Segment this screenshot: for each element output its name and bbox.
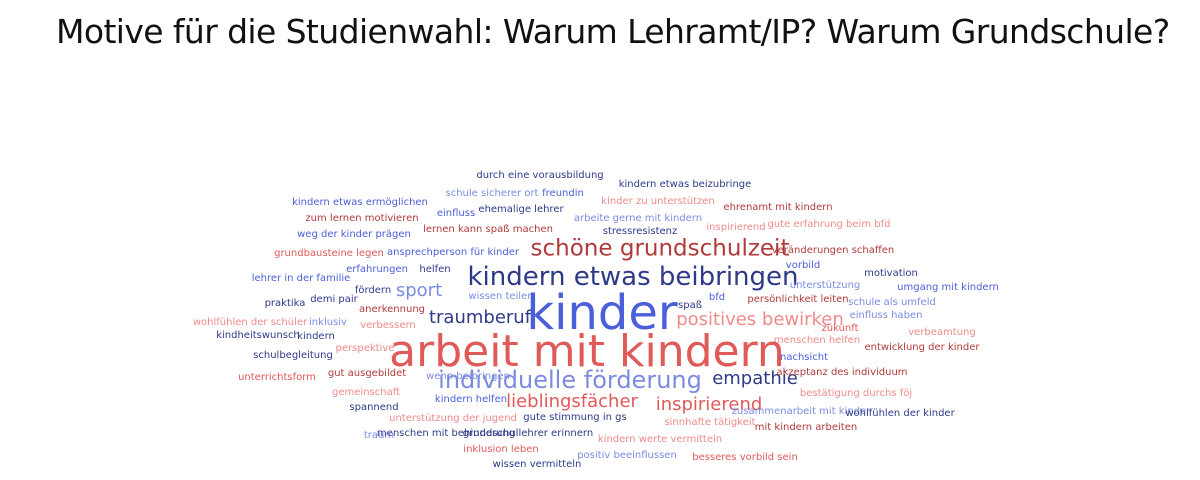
cloud-word: persönlichkeit leiten <box>747 294 849 305</box>
cloud-word: wenn beibringen <box>426 371 510 382</box>
cloud-word: unterrichtsform <box>238 372 316 383</box>
cloud-word: lernen kann spaß machen <box>423 224 553 235</box>
cloud-word: ehrenamt mit kindern <box>723 202 833 213</box>
cloud-word: sport <box>395 280 443 301</box>
cloud-word: akzeptanz des individuum <box>776 367 908 378</box>
cloud-word: zukunft <box>821 323 859 334</box>
slide-title: Motive für die Studienwahl: Warum Lehram… <box>56 12 1170 51</box>
cloud-word: stressresistenz <box>602 226 678 237</box>
cloud-word: schulbegleitung <box>253 350 333 361</box>
cloud-word: wohlfühlen der kinder <box>845 408 955 419</box>
cloud-word: einfluss haben <box>849 310 923 321</box>
cloud-word: weg der kinder prägen <box>297 229 411 240</box>
cloud-word: traum <box>363 430 395 441</box>
cloud-word: ehemalige lehrer <box>478 204 564 215</box>
cloud-word: sinnhafte tätigkeit <box>664 417 756 428</box>
cloud-word: kindern etwas beibringen <box>467 262 799 292</box>
cloud-word: inspirierend <box>655 394 763 415</box>
cloud-word: empathie <box>712 368 798 389</box>
cloud-word: kindern etwas beizubringe <box>618 179 752 190</box>
cloud-word: lehrer in der familie <box>251 273 351 284</box>
cloud-word: helfen <box>419 264 451 275</box>
cloud-word: menschen helfen <box>773 335 861 346</box>
cloud-word: mit kindern arbeiten <box>754 422 858 433</box>
cloud-word: wissen vermitteln <box>492 459 582 470</box>
cloud-word: besseres vorbild sein <box>692 452 798 463</box>
cloud-word: unterstützung der jugend <box>389 413 517 424</box>
cloud-word: gemeinschaft <box>332 387 400 398</box>
cloud-word: arbeit mit kindern <box>389 326 785 377</box>
cloud-word: unterstützung <box>789 280 861 291</box>
cloud-word: verbessern <box>360 320 416 331</box>
cloud-word: grundschullehrer erinnern <box>462 428 594 439</box>
cloud-word: individuelle förderung <box>438 366 702 394</box>
cloud-word: traumberuf <box>428 307 532 328</box>
cloud-word: entwicklung der kinder <box>864 342 980 353</box>
cloud-word: zum lernen motivieren <box>305 213 419 224</box>
cloud-word: durch eine vorausbildung <box>476 170 604 181</box>
cloud-word: gute erfahrung beim bfd <box>767 219 891 230</box>
cloud-word: ansprechperson für kinder <box>386 247 520 258</box>
cloud-word: veränderungen schaffen <box>771 245 895 256</box>
cloud-word: einfluss <box>436 208 476 219</box>
cloud-word: positiv beeinflussen <box>577 450 677 461</box>
cloud-word: wissen teilen <box>468 291 534 302</box>
cloud-word: wohlfühlen der schüler <box>192 317 308 328</box>
cloud-word: vorbild <box>785 260 821 271</box>
cloud-word: praktika <box>264 298 306 309</box>
cloud-word: kindern etwas ermöglichen <box>292 197 428 208</box>
cloud-word: bestätigung durchs föj <box>799 388 913 399</box>
cloud-word: erfahrungen <box>346 264 408 275</box>
cloud-word: schule sicherer ort <box>445 188 539 199</box>
cloud-word: gut ausgebildet <box>327 368 407 379</box>
cloud-word: kinder zu unterstützen <box>601 196 715 207</box>
cloud-word: kindheitswunsch <box>216 330 300 341</box>
cloud-word: menschen mit behinderung <box>376 428 516 439</box>
cloud-word: schöne grundschulzeit <box>530 235 790 262</box>
cloud-word: perspektive <box>335 343 395 354</box>
cloud-word: positives bewirken <box>676 309 844 330</box>
cloud-word: verbeamtung <box>908 327 976 338</box>
cloud-word: inklusiv <box>309 317 347 328</box>
cloud-word: lieblingsfächer <box>506 391 638 412</box>
cloud-word: grundbausteine legen <box>274 248 384 259</box>
cloud-word: umgang mit kindern <box>897 282 999 293</box>
cloud-word: nachsicht <box>779 352 829 363</box>
cloud-word: kinder <box>526 285 678 341</box>
cloud-word: spaß <box>678 300 702 311</box>
cloud-word: fördern <box>354 285 392 296</box>
cloud-word: inspirierend <box>706 222 766 233</box>
cloud-word: kindern werte vermitteln <box>597 434 723 445</box>
cloud-word: arbeite gerne mit kindern <box>573 213 703 224</box>
cloud-word: schule als umfeld <box>848 297 936 308</box>
cloud-word: demi pair <box>310 294 358 305</box>
cloud-word: zusammenarbeit mit kinder <box>731 406 871 417</box>
cloud-word: freundin <box>542 188 584 199</box>
cloud-word: anerkennung <box>358 304 426 315</box>
cloud-word: kindern <box>297 331 335 342</box>
cloud-word: kindern helfen <box>434 394 508 405</box>
cloud-word: inklusion leben <box>463 444 539 455</box>
cloud-word: gute stimmung in gs <box>523 412 627 423</box>
cloud-word: motivation <box>864 268 918 279</box>
cloud-word: spannend <box>349 402 399 413</box>
cloud-word: bfd <box>708 292 726 303</box>
